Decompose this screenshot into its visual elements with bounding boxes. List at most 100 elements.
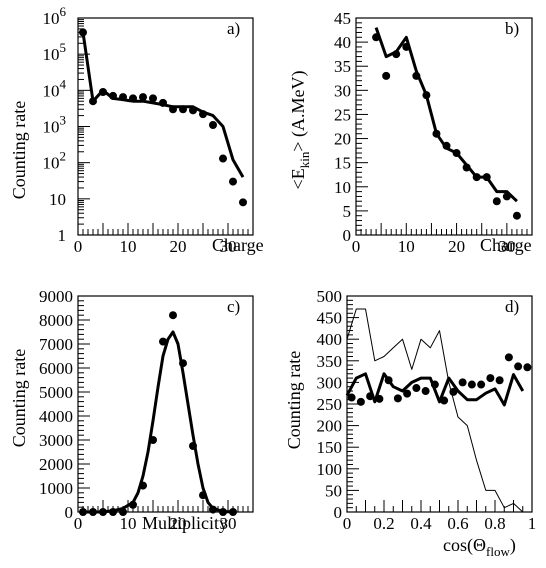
y-tick-label: 0	[65, 503, 74, 522]
ylabel-d: Counting rate	[284, 351, 304, 449]
y-tick-label: 500	[317, 287, 343, 306]
series-line	[81, 32, 245, 178]
data-point	[347, 393, 356, 402]
y-tick-label: 200	[317, 417, 343, 436]
data-point	[159, 337, 167, 346]
xlabel-d-rest: )	[510, 535, 516, 556]
thin-series-line	[346, 308, 524, 513]
data-point	[239, 198, 247, 207]
data-point	[495, 376, 504, 385]
panel-a: a) Charge Counting rate 0 10 20 30 1 10 102 103…	[9, 4, 264, 256]
y-tick-label: 105	[43, 40, 67, 64]
y-tick-label: 25	[334, 105, 351, 124]
ylabel-c: Counting rate	[9, 349, 29, 447]
x-tick-label: 0.6	[447, 514, 468, 533]
panel-b: b) Charge <Ekin> (A.MeV) 0 10 20 3005101520…	[288, 9, 533, 256]
data-point	[514, 362, 523, 371]
y-tick-label: 7000	[39, 335, 73, 354]
y-tick-label: 102	[43, 149, 67, 173]
x-tick-label: 30	[498, 237, 515, 256]
series-line	[374, 27, 518, 203]
panel-c: c) Multiplicity Counting rate 0 10 20 30010…	[9, 287, 254, 533]
data-point	[421, 387, 430, 396]
data-point	[393, 394, 402, 403]
data-point	[403, 389, 412, 398]
ylabel-b-sub: kin	[297, 151, 312, 168]
data-point	[169, 311, 177, 320]
panel-label-d: d)	[505, 297, 519, 316]
panel-d: d) cos(Θflow) Counting rate 0 0.2 0.4 0.6 0.…	[284, 287, 536, 559]
y-tick-label: 104	[43, 76, 67, 100]
data-point	[492, 197, 501, 206]
data-point	[356, 397, 365, 406]
plot-frame	[77, 295, 254, 513]
y-tick-label: 5	[343, 202, 352, 221]
data-point	[477, 380, 486, 389]
y-tick-label: 40	[334, 33, 351, 52]
y-tick-label: 10	[49, 190, 66, 209]
data-point	[486, 374, 495, 383]
y-tick-label: 150	[317, 438, 343, 457]
y-tick-label: 15	[334, 154, 351, 173]
ylabel-b: <Ekin> (A.MeV)	[288, 71, 312, 190]
data-point	[229, 508, 237, 516]
x-tick-label: 0.2	[373, 514, 394, 533]
panel-label-a: a)	[227, 19, 240, 38]
panel-label-b: b)	[505, 19, 519, 38]
plot-frame	[355, 17, 533, 236]
data-point	[229, 177, 237, 186]
y-tick-label: 103	[43, 113, 67, 137]
y-tick-label: 100	[317, 460, 343, 479]
plot-frame	[77, 17, 254, 236]
xlabel-c: Multiplicity	[142, 513, 228, 533]
data-point	[512, 211, 521, 220]
y-tick-label: 350	[317, 352, 343, 371]
y-tick-label: 50	[325, 481, 342, 500]
xlabel-d-sub: flow	[486, 544, 510, 559]
xlabel-d-main: cos(Θ	[443, 535, 486, 556]
series-line	[345, 372, 525, 407]
data-point	[79, 28, 87, 37]
y-tick-label: 1	[58, 226, 67, 245]
data-point	[209, 121, 217, 130]
y-tick-label: 10	[334, 178, 351, 197]
data-point	[504, 353, 513, 362]
xlabel-b: Charge	[480, 235, 532, 255]
y-tick-label: 6000	[39, 359, 73, 378]
y-tick-label: 250	[317, 395, 343, 414]
x-tick-label: 10	[398, 237, 415, 256]
y-tick-label: 9000	[39, 287, 73, 306]
x-tick-label: 0.8	[484, 514, 505, 533]
data-point	[382, 71, 391, 80]
x-tick-label: 10	[120, 514, 137, 533]
x-tick-label: 20	[170, 237, 187, 256]
y-tick-label: 8000	[39, 311, 73, 330]
ylabel-b-main: <E	[288, 168, 308, 189]
y-tick-label: 2000	[39, 455, 73, 474]
xlabel-a: Charge	[212, 235, 264, 255]
y-tick-label: 400	[317, 330, 343, 349]
y-tick-label: 300	[317, 373, 343, 392]
data-point	[412, 384, 421, 393]
data-point	[467, 380, 476, 389]
y-tick-label: 30	[334, 81, 351, 100]
y-tick-label: 3000	[39, 431, 73, 450]
data-point	[149, 94, 157, 103]
x-tick-label: 10	[120, 237, 137, 256]
x-tick-label: 0	[74, 237, 83, 256]
panel-label-c: c)	[227, 297, 240, 316]
y-tick-label: 5000	[39, 383, 73, 402]
x-tick-label: 20	[448, 237, 465, 256]
ylabel-b-rest: > (A.MeV)	[288, 71, 309, 152]
x-tick-label: 0	[74, 514, 83, 533]
x-tick-label: 0	[343, 514, 352, 533]
data-point	[219, 154, 227, 163]
series-line	[83, 330, 234, 514]
x-tick-label: 1	[528, 514, 537, 533]
data-point	[139, 93, 147, 102]
y-tick-label: 450	[317, 309, 343, 328]
ylabel-a: Counting rate	[9, 101, 29, 199]
x-tick-label: 0.4	[410, 514, 432, 533]
x-tick-label: 20	[170, 514, 187, 533]
